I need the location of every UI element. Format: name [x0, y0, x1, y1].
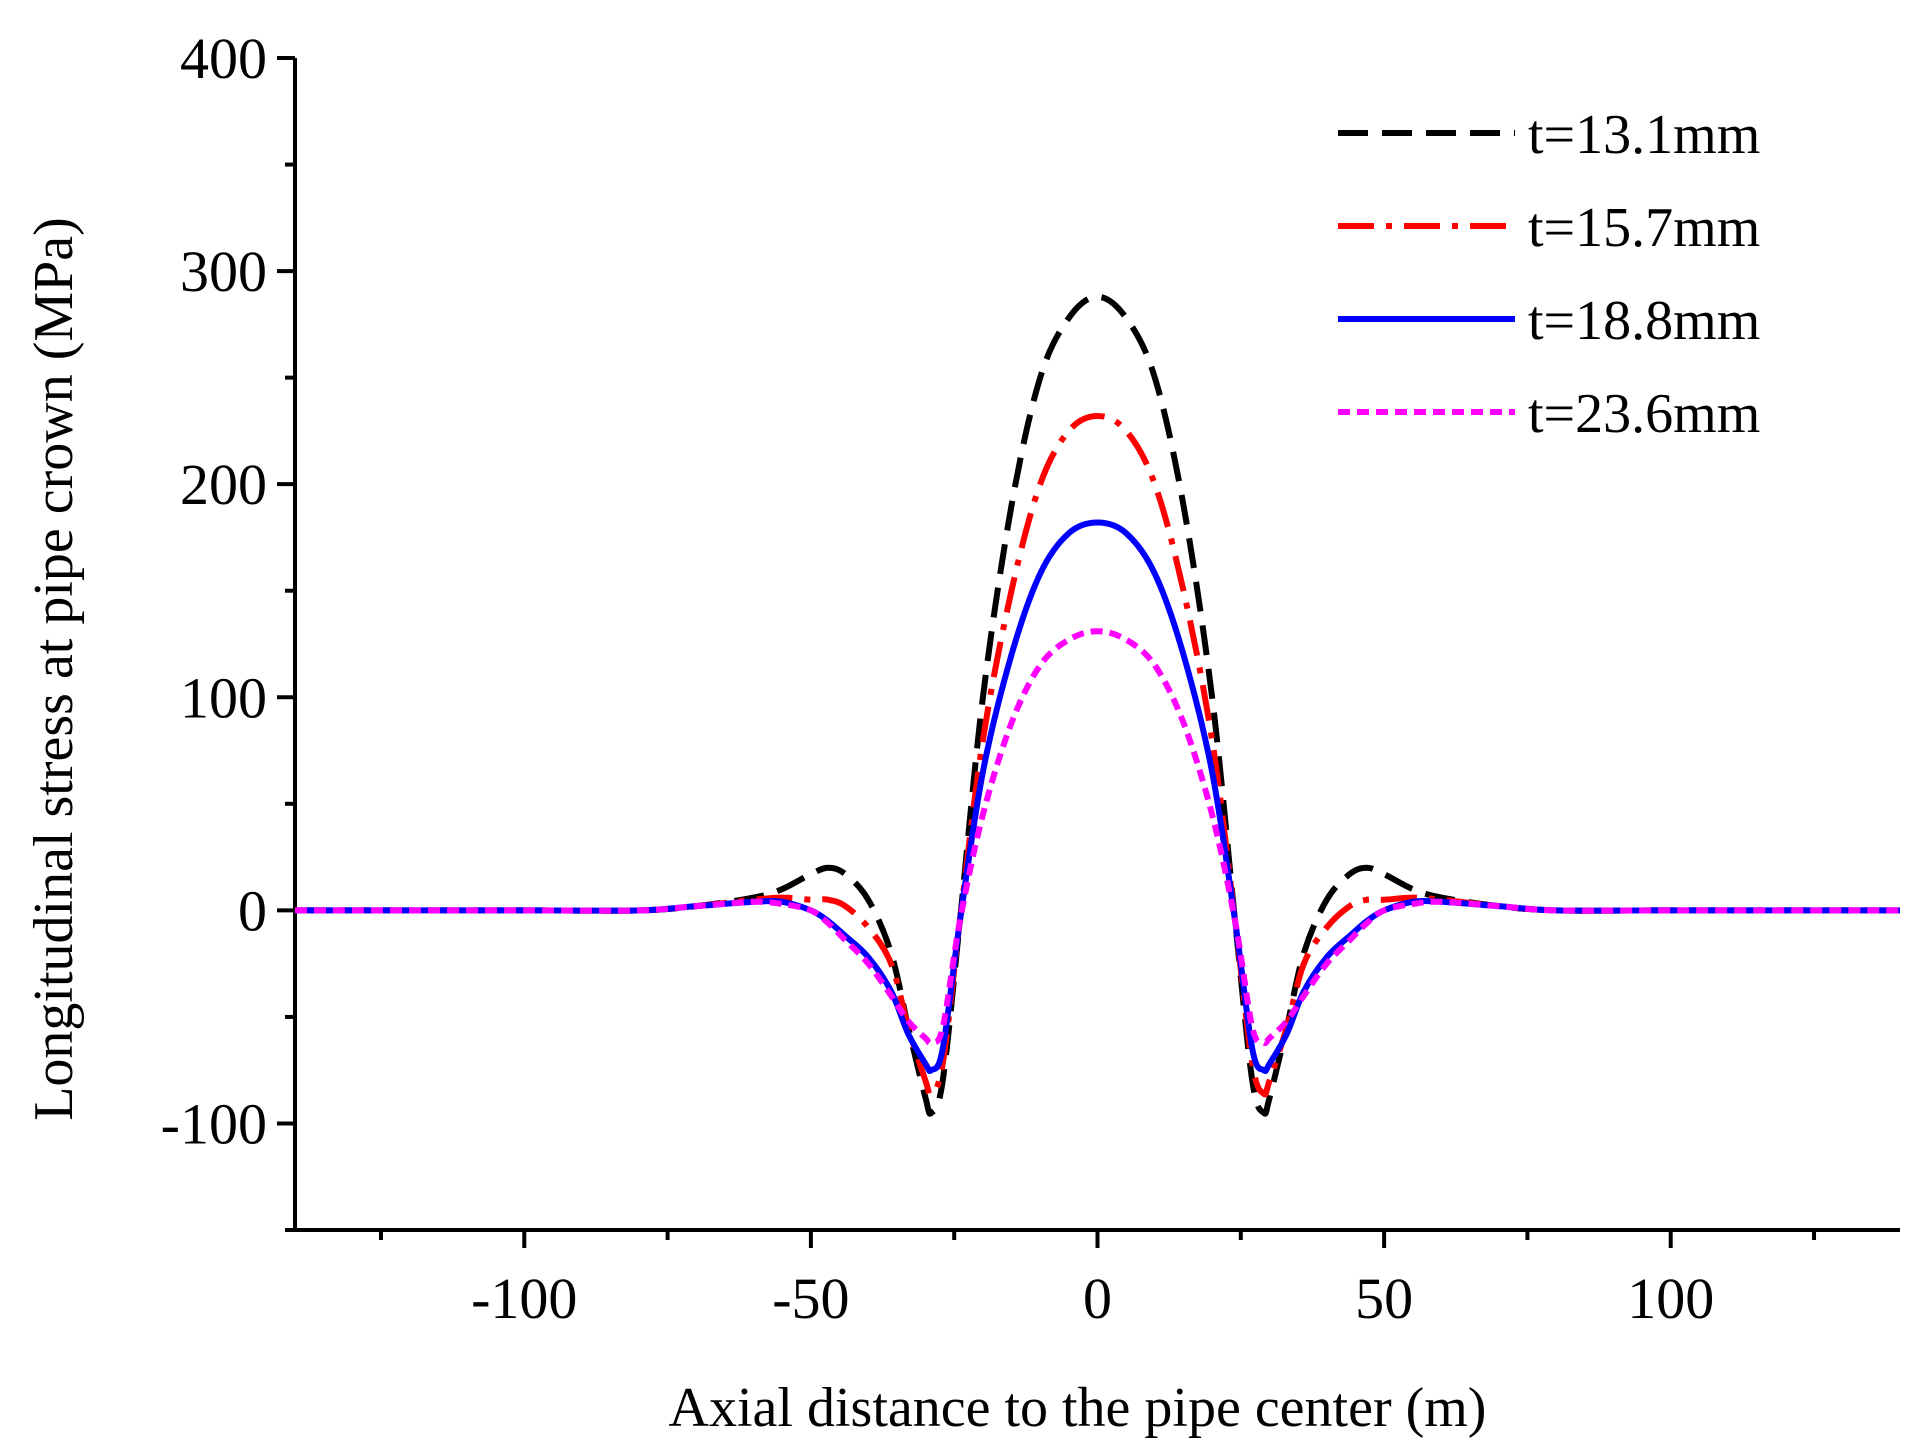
legend-label: t=15.7mm [1528, 197, 1760, 259]
series-line-4 [295, 628, 1900, 1047]
series-line-3 [295, 519, 1900, 1075]
series-line-1 [295, 293, 1900, 1117]
y-tick-label: 100 [180, 665, 267, 730]
x-tick-label: 0 [1083, 1266, 1112, 1331]
legend-label: t=18.8mm [1528, 290, 1760, 352]
x-axis-title: Axial distance to the pipe center (m) [669, 1377, 1487, 1439]
y-tick-label: -100 [161, 1091, 267, 1156]
x-tick-label: -50 [772, 1266, 849, 1331]
y-tick-label: 300 [180, 239, 267, 304]
x-tick-label: -100 [471, 1266, 577, 1331]
x-tick-label: 100 [1627, 1266, 1714, 1331]
series-lines [295, 293, 1900, 1117]
legend-label: t=13.1mm [1528, 104, 1760, 166]
legend: t=13.1mm t=15.7mm t=18.8mm t=23.6mm [1338, 104, 1760, 445]
y-tick-label: 200 [180, 452, 267, 517]
y-tick-label: 400 [180, 26, 267, 91]
series-line-2 [295, 413, 1900, 1098]
legend-label: t=23.6mm [1528, 383, 1760, 445]
x-tick-label: 50 [1355, 1266, 1413, 1331]
ticks: -100 0 100 200 300 400 -100 -50 0 50 100 [161, 26, 1817, 1331]
y-axis-title: Longitudinal stress at pipe crown (MPa) [23, 217, 85, 1121]
y-tick-label: 0 [238, 878, 267, 943]
